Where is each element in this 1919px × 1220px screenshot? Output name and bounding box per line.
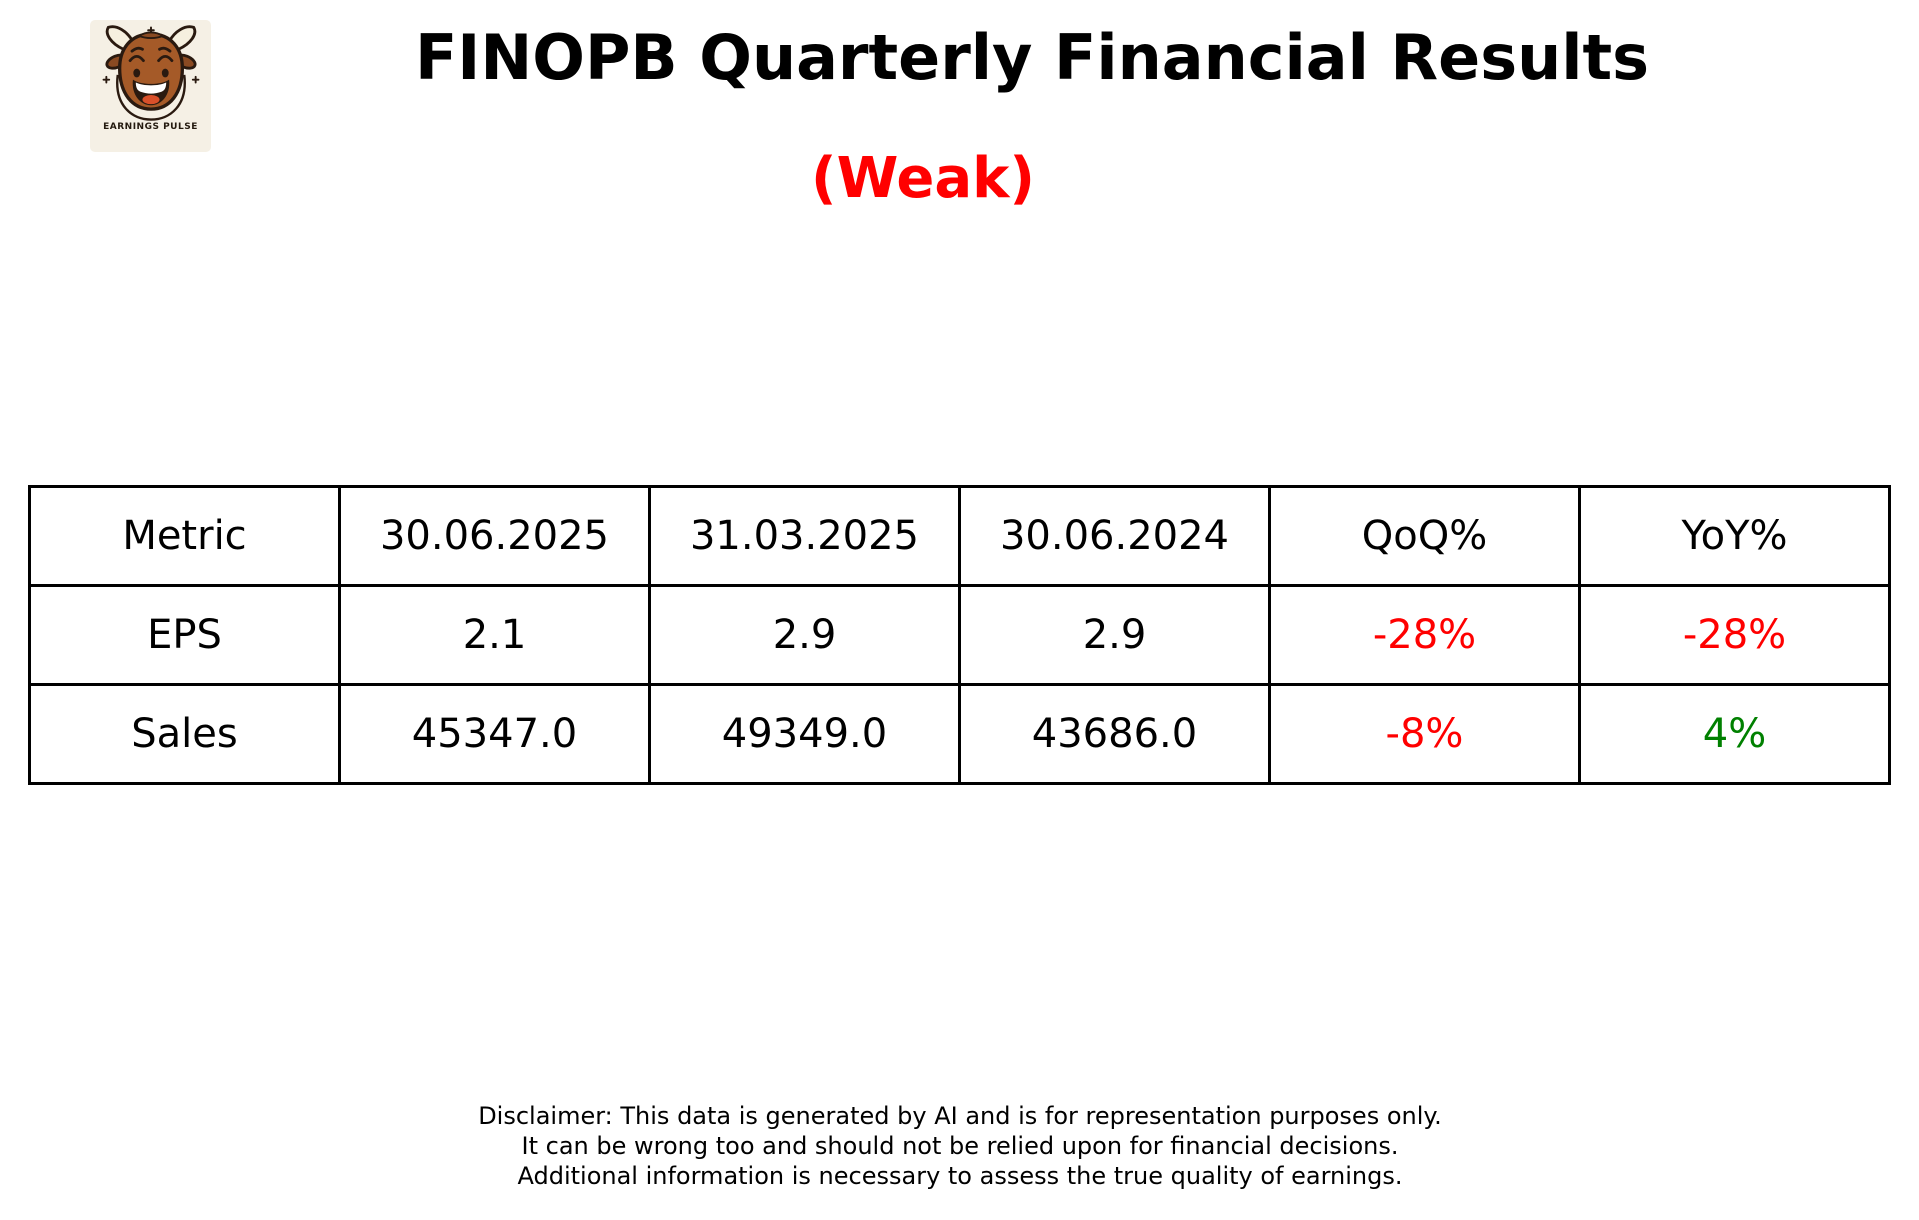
- cell-sales-current: 45347.0: [338, 683, 651, 785]
- table-header-row: Metric 30.06.2025 31.03.2025 30.06.2024 …: [28, 485, 1891, 587]
- disclaimer-text: Disclaimer: This data is generated by AI…: [478, 1101, 1442, 1191]
- closed-eyes: [128, 46, 173, 63]
- cell-eps-previous: 2.9: [648, 584, 961, 686]
- table-row-sales: Sales 45347.0 49349.0 43686.0 -8% 4%: [28, 683, 1891, 785]
- page-title: FINOPB Quarterly Financial Results: [414, 21, 1650, 94]
- logo-frame-arc: [115, 74, 186, 121]
- col-header-metric: Metric: [28, 485, 341, 587]
- col-header-current-quarter: 30.06.2025: [338, 485, 651, 587]
- disclaimer-line-2: It can be wrong too and should not be re…: [521, 1132, 1399, 1160]
- logo-brand-text: EARNINGS PULSE: [103, 122, 198, 132]
- cell-sales-metric: Sales: [28, 683, 341, 785]
- bull-icon: [102, 25, 199, 121]
- col-header-qoq: QoQ%: [1268, 485, 1581, 587]
- cell-eps-qoq: -28%: [1268, 584, 1581, 686]
- verdict-label: (Weak): [811, 146, 1035, 211]
- forelock: [137, 31, 164, 40]
- cell-eps-year-ago: 2.9: [958, 584, 1271, 686]
- cell-sales-previous: 49349.0: [648, 683, 961, 785]
- col-header-previous-quarter: 31.03.2025: [648, 485, 961, 587]
- right-nostril: [161, 68, 169, 78]
- cell-eps-yoy: -28%: [1578, 584, 1891, 686]
- disclaimer-line-3: Additional information is necessary to a…: [517, 1162, 1403, 1190]
- cell-sales-qoq: -8%: [1268, 683, 1581, 785]
- col-header-year-ago-quarter: 30.06.2024: [958, 485, 1271, 587]
- financial-results-table: Metric 30.06.2025 31.03.2025 30.06.2024 …: [28, 485, 1891, 785]
- cell-sales-yoy: 4%: [1578, 683, 1891, 785]
- cell-sales-year-ago: 43686.0: [958, 683, 1271, 785]
- col-header-yoy: YoY%: [1578, 485, 1891, 587]
- left-nostril: [132, 68, 140, 78]
- cell-eps-current: 2.1: [338, 584, 651, 686]
- teeth: [135, 82, 166, 94]
- cell-eps-metric: EPS: [28, 584, 341, 686]
- earnings-pulse-logo: EARNINGS PULSE: [90, 20, 211, 152]
- disclaimer-line-1: Disclaimer: This data is generated by AI…: [478, 1102, 1442, 1130]
- tongue: [141, 95, 160, 105]
- table-row-eps: EPS 2.1 2.9 2.9 -28% -28%: [28, 584, 1891, 686]
